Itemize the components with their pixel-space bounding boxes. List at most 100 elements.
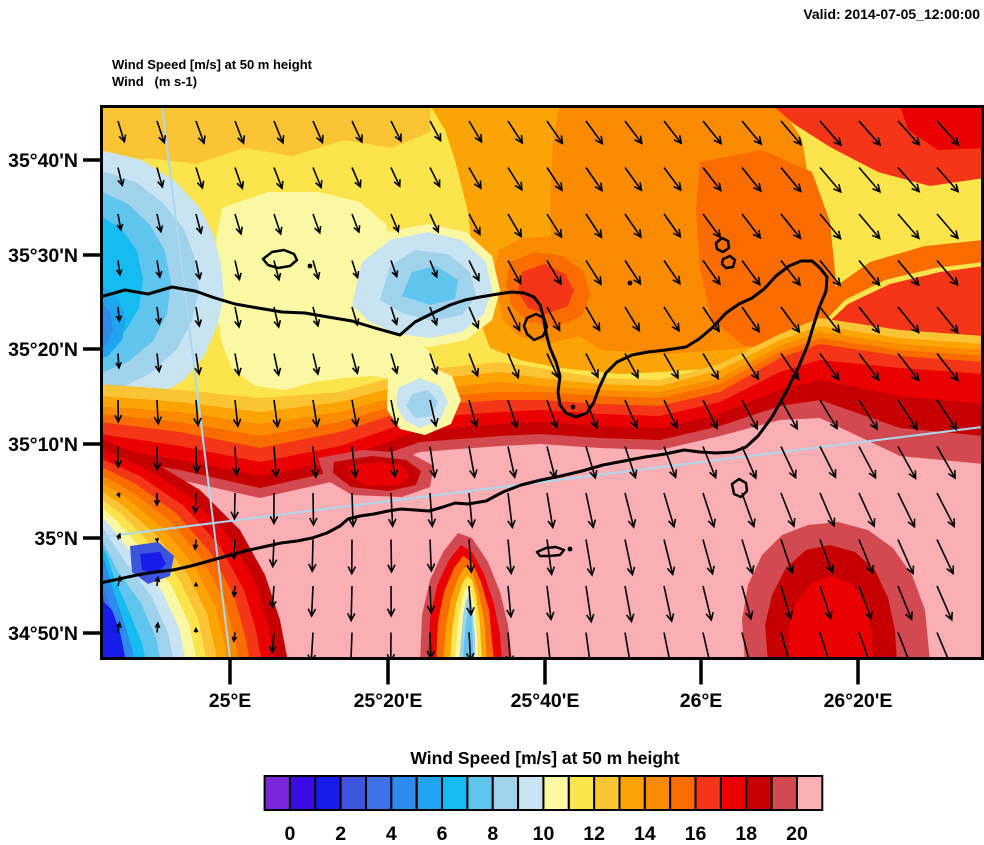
wind-speed-region [402,266,458,305]
wind-arrow-shaft [390,446,396,478]
wind-arrow [897,492,916,529]
wind-arrow-shaft [702,539,714,574]
wind-arrow [936,120,960,147]
wind-arrow-shaft [468,446,476,478]
wind-arrow-shaft [897,539,914,574]
wind-arrow [858,446,877,480]
wind-arrow-head [231,591,238,599]
wind-arrow-shaft [741,213,761,239]
wind-arrow-shaft [702,632,710,659]
wind-arrow [858,492,876,528]
wind-arrow [195,120,206,145]
wind-arrow-shaft [195,353,200,375]
wind-arrow [153,446,162,472]
wind-arrow [467,492,476,529]
wind-arrow-shaft [234,120,245,144]
wind-arrow-shaft [390,260,398,277]
wind-arrow-shaft [468,585,472,615]
wind-arrow-head [430,317,439,327]
wind-arrow-shaft [702,120,722,145]
colorbar-cell [390,775,418,811]
wind-arrow-head [788,469,797,480]
wind-arrow-shaft [195,446,198,473]
wind-arrow-head [868,469,877,480]
wind-arrow-head [911,136,921,147]
wind-arrow-shaft [507,306,521,331]
wind-arrow-shaft [624,167,642,191]
wind-arrow [116,213,124,232]
wind-arrow-shaft [663,213,681,238]
wind-arrow [780,213,802,240]
wind-arrow-shaft [429,213,439,233]
wind-arrow-shaft [273,353,280,376]
wind-arrow-head [514,228,523,239]
wind-arrow-shaft [546,306,561,331]
wind-arrow [585,399,599,430]
wind-arrow-shaft [858,259,881,286]
wind-arrow-head [426,563,436,573]
wind-arrow [819,259,842,287]
wind-speed-region [101,599,126,659]
wind-arrow-head [309,517,318,527]
wind-arrow-head [712,276,721,286]
wind-speed-region [101,301,113,349]
wind-arrow [390,120,402,143]
wind-arrow [308,539,317,573]
valid-time-label: Valid: 2014-07-05_12:00:00 [803,6,980,22]
wind-arrow [310,446,320,479]
wind-arrow-head [114,414,123,424]
wind-arrow [390,353,399,375]
colorbar-tick-label: 2 [335,823,346,845]
wind-arrow-head [312,366,321,376]
wind-arrow-head [268,600,277,610]
wind-arrow-head [471,320,480,330]
wind-arrow-head [747,518,756,529]
wind-arrow-shaft [273,167,283,189]
wind-arrow-shaft [429,585,432,613]
coastline-crete [101,259,829,585]
wind-arrow-shaft [234,260,241,280]
wind-arrow [193,399,202,428]
wind-arrow-shaft [741,585,752,620]
wind-arrow [819,399,838,430]
wind-arrow-head [949,421,958,431]
wind-arrow-head [831,324,841,334]
wind-arrow-head [864,610,873,621]
wind-arrow [546,306,561,333]
wind-arrow-head [825,564,835,575]
wind-arrow-shaft [585,492,595,528]
wind-arrow-head [549,469,558,480]
wind-arrow-shaft [351,399,358,426]
wind-arrow-shaft [858,399,878,430]
wind-arrow-head [194,272,203,281]
wind-arrow [702,306,721,333]
wind-arrow [663,260,681,286]
wind-arrow [663,213,682,239]
wind-arrow-head [633,275,642,286]
colorbar-tick-label: 20 [786,823,808,845]
wind-arrow-head [233,367,242,377]
wind-arrow-shaft [663,632,671,659]
wind-arrow-shaft [702,306,720,332]
wind-arrow-shaft [663,446,677,478]
wind-arrow [702,167,722,192]
wind-arrow-shaft [663,492,675,527]
wind-arrow-shaft [546,353,559,378]
wind-arrow-head [392,224,400,234]
wind-arrow [114,446,123,469]
wind-arrow [741,492,756,529]
wind-arrow [897,446,917,480]
wind-arrow-head [626,566,636,577]
wind-arrow [936,259,959,287]
wind-arrow-shaft [117,167,124,186]
wind-arrow-shaft [312,260,320,279]
wind-arrow-head [673,182,682,192]
wind-arrow-head [230,552,239,561]
wind-arrow [663,120,683,145]
wind-arrow-head [271,468,280,479]
colorbar-cell [365,775,393,811]
wind-arrow-shaft [858,585,872,620]
wind-arrow [663,167,682,192]
colorbar-cell [415,775,444,811]
wind-arrow [427,492,437,528]
